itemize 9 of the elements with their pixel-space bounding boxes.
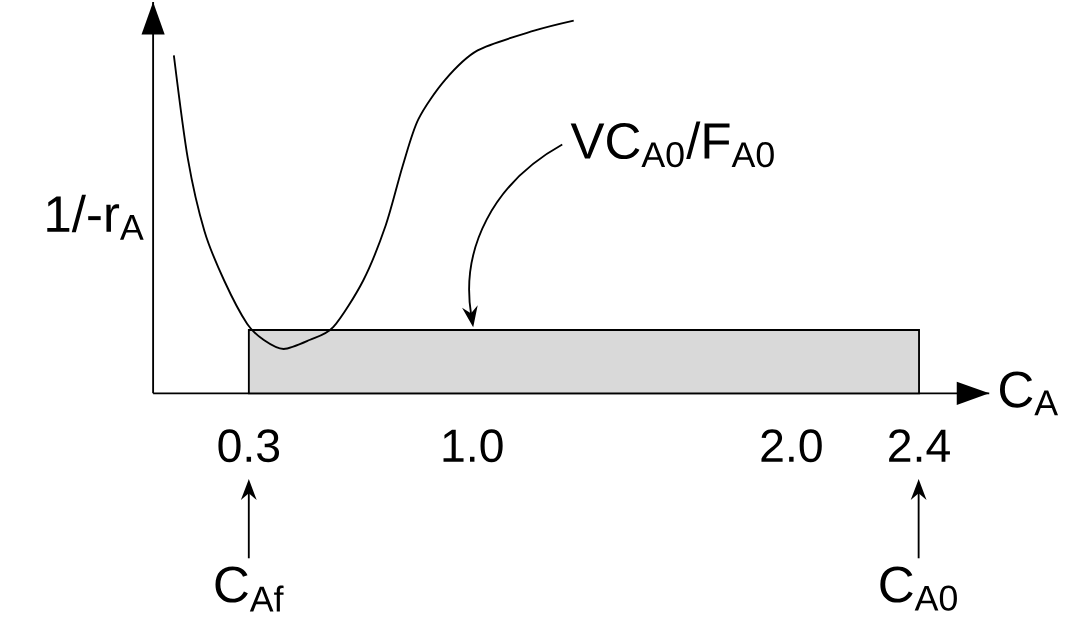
text: C$_{Af}$: [215, 566, 284, 612]
x-tick-label: 0.3: [218, 429, 280, 463]
x-tick-label: 2.0: [761, 429, 822, 463]
x-tick-label: 1.0: [443, 429, 503, 463]
x-tick-label: 2.4: [889, 429, 950, 462]
text: C$_{A0}$: [880, 566, 957, 611]
x-axis-title: C$_{A}$: [1000, 371, 1059, 416]
y-axis-title: 1/-r$_{A}$: [47, 194, 144, 240]
annotation: VC$_{A0}$/F$_{A0}$: [570, 121, 774, 168]
